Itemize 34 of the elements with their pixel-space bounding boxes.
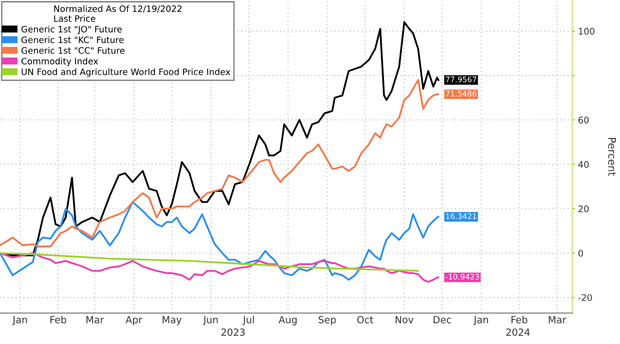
text: 2024 [506,328,530,336]
x-tick-label: Jun [202,316,218,326]
y-tick-label: 20 [578,205,589,212]
x-tick-label: Jan [473,316,488,326]
y-tick-label: 0 [578,250,583,257]
y-tick-label: 40 [578,161,589,168]
x-tick-label: Feb [512,316,528,324]
legend-label: Generic 1st "JO" Future [21,26,122,34]
x-tick-label: May [162,316,182,326]
text: 2023 [221,328,245,336]
x-tick-label: Jul [242,316,254,326]
line-series [0,252,420,272]
y-axis-title: Percent [608,138,616,176]
legend-label: Commodity Index [21,58,98,66]
x-tick-label: Aug [278,316,297,326]
line-series [0,252,440,283]
line-series [0,79,440,248]
x-tick-label: Nov [396,316,414,324]
line-series [0,201,440,281]
y-tick-label: -20 [578,294,592,302]
legend-label: Generic 1st "CC" Future [21,47,124,54]
x-tick-label: Oct [357,316,374,324]
x-tick-label: Dec [434,316,451,324]
x-tick-label: Mar [548,316,566,324]
x-tick-label: Feb [50,316,66,324]
y-tick-label: 100 [578,28,594,35]
legend-title: Normalized As Of 12/19/2022 Last Price [54,5,182,22]
legend-label: UN Food and Agriculture World Food Price Index [22,68,230,77]
x-tick-label: Mar [86,316,104,324]
y-tick-label: 60 [578,116,589,124]
x-tick-label: Sep [318,316,336,326]
x-tick-label: Apr [126,316,142,326]
x-tick-label: Jan [12,316,27,326]
legend-label: Generic 1st "KC" Future [21,36,124,44]
